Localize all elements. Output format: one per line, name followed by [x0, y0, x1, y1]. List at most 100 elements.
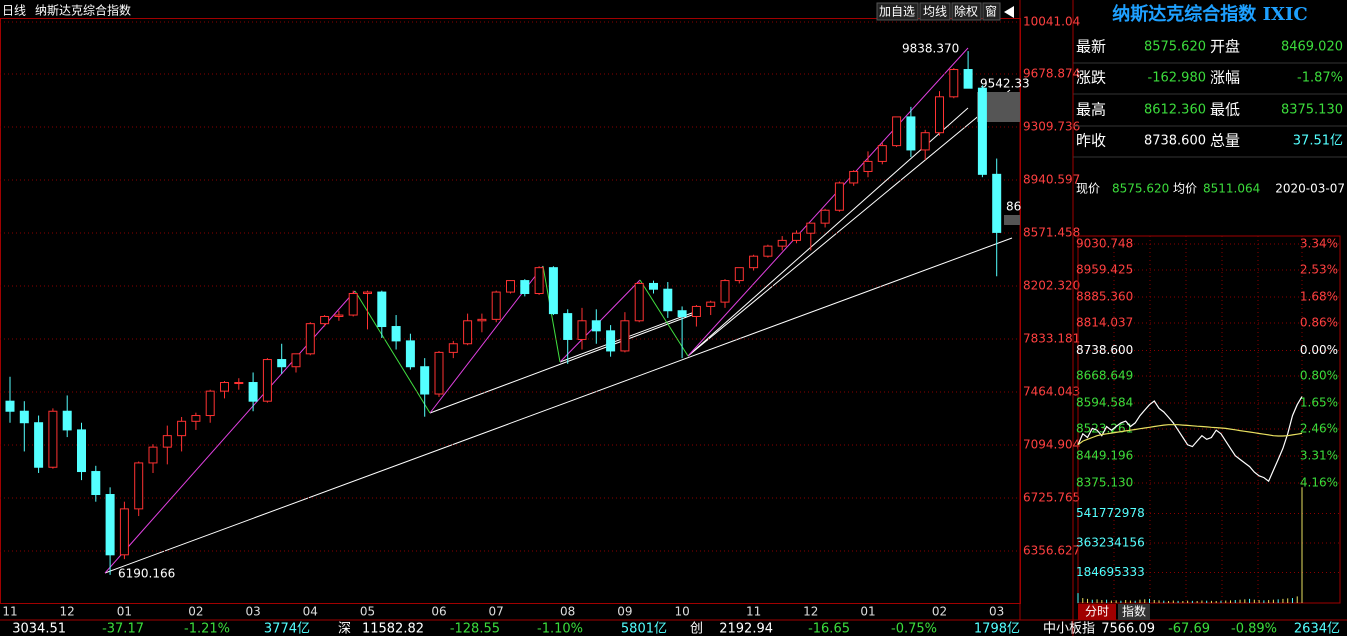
candle-body	[491, 291, 501, 320]
button[interactable]	[951, 2, 982, 21]
candle-body	[663, 288, 673, 312]
pct-label: 0.86%	[1300, 316, 1338, 330]
candle-body	[291, 353, 301, 368]
pct-label: 2.53%	[1300, 263, 1338, 277]
annotation: 6190.166	[118, 567, 175, 581]
candle-body	[305, 323, 315, 355]
quote-label: 总量	[1210, 132, 1240, 150]
status-item: -16.65	[808, 622, 850, 636]
candle-body	[234, 382, 244, 385]
candle-body	[448, 343, 458, 353]
now-info: 8575.620	[1112, 182, 1169, 196]
y-tick-label: 9309.736	[1023, 119, 1080, 133]
tab[interactable]	[1118, 604, 1150, 620]
candle-body	[477, 318, 487, 322]
x-tick-label: 03	[989, 605, 1004, 619]
trend-line	[429, 311, 701, 414]
quote-value: -162.980	[1148, 71, 1206, 86]
pct-label: 1.65%	[1300, 395, 1338, 409]
candle-body	[777, 239, 787, 247]
y-tick-label: 9678.874	[1023, 66, 1080, 80]
status-item: 2634亿	[1294, 622, 1340, 636]
candle-body	[363, 291, 372, 295]
status-item: 11582.82	[362, 622, 424, 636]
vol-tick-label: 541772978	[1076, 506, 1145, 520]
x-tick-label: 03	[245, 605, 260, 619]
candle-body	[992, 173, 1002, 233]
candle-chart: 10041.04 9678.874 9309.736 8940.597 8571.458…	[0, 15, 1080, 619]
quote-value: 8375.130	[1281, 103, 1343, 118]
y-tick-label: 7094.904	[1023, 437, 1080, 451]
button[interactable]	[919, 2, 951, 21]
button-label[interactable]: 均线	[923, 5, 947, 19]
candle-body	[105, 494, 115, 556]
candle-body	[463, 320, 473, 345]
toolbar: 加自选 均线 除权 窗	[876, 2, 1014, 21]
price-line	[1077, 396, 1303, 483]
candle-body	[348, 293, 358, 316]
button-label[interactable]: 加自选	[879, 5, 915, 19]
button-label[interactable]: 除权	[954, 4, 978, 19]
index-name: 纳斯达克综合指数	[35, 3, 131, 18]
candle-body	[391, 326, 401, 342]
annotation: 86	[1006, 200, 1021, 214]
status-item: -37.17	[102, 622, 144, 636]
candle-body	[162, 435, 172, 448]
candle-body	[420, 366, 430, 395]
status-item: 7566.09	[1101, 622, 1155, 636]
y-tick-label: 8940.597	[1023, 172, 1080, 186]
candle-body	[577, 320, 587, 340]
status-bar: 3034.51 -37.17 -1.21% 3774亿 深 11582.82 -128.55…	[12, 622, 1340, 636]
candle-body	[19, 410, 29, 424]
candle-body	[677, 310, 687, 317]
candle-body	[262, 359, 272, 402]
candle-body	[148, 446, 158, 464]
tab-label[interactable]: 指数	[1122, 604, 1146, 619]
candle-body	[877, 145, 887, 162]
x-tick-label: 05	[360, 605, 375, 619]
y-tick-label: 8668.649	[1076, 369, 1133, 383]
tab[interactable]	[1078, 604, 1116, 620]
candle-body	[434, 351, 444, 395]
now-info: 2020-03-07	[1275, 182, 1345, 196]
x-tick-label: 02	[188, 605, 203, 619]
quote-label: 开盘	[1210, 38, 1240, 56]
candle-body	[248, 382, 258, 402]
y-tick-label: 6725.765	[1023, 490, 1080, 504]
button-label[interactable]: 窗	[985, 5, 997, 19]
candle-body	[691, 305, 701, 317]
quote-label: 最低	[1210, 101, 1240, 119]
tab-label[interactable]: 分时	[1085, 605, 1109, 619]
candle-body	[191, 415, 201, 422]
vol-tick-label: 363234156	[1076, 535, 1145, 549]
status-item: -128.55	[450, 622, 500, 636]
candle-body	[620, 320, 630, 352]
period: 日线	[2, 4, 26, 18]
collapse-icon[interactable]	[1004, 6, 1014, 18]
candle-body	[734, 267, 744, 282]
candle-body	[48, 410, 58, 468]
candle-body	[820, 209, 830, 224]
annotation: 9838.370	[902, 42, 959, 56]
y-tick-label: 7833.181	[1023, 331, 1080, 345]
quote-value: 8612.360	[1144, 103, 1206, 118]
quote-value: 37.51亿	[1293, 134, 1343, 149]
status-item: -1.21%	[184, 622, 230, 636]
status-item: 1798亿	[974, 622, 1020, 636]
candle-body	[62, 410, 72, 431]
quote-value: 8575.620	[1144, 40, 1206, 55]
candle-body	[177, 420, 187, 437]
x-tick-label: 08	[560, 605, 575, 619]
button[interactable]	[876, 2, 919, 21]
x-tick-label: 07	[489, 605, 504, 619]
candle-body	[649, 282, 658, 290]
candle-body	[405, 340, 415, 368]
x-tick-label: 11	[746, 605, 761, 619]
trend-line	[639, 279, 689, 357]
vol-tick-label: 184695333	[1076, 565, 1145, 579]
candle-body	[963, 69, 973, 89]
button[interactable]	[982, 2, 1001, 21]
candle-body	[77, 429, 86, 473]
candle-body	[534, 267, 544, 295]
